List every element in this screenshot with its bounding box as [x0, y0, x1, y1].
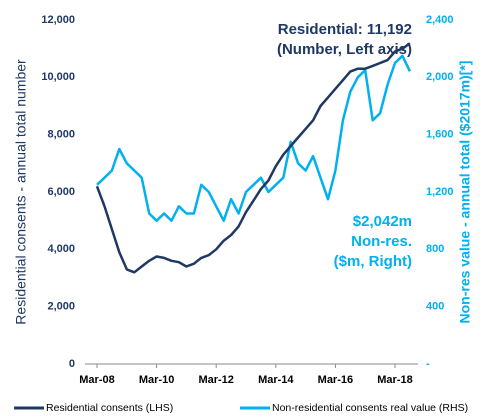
y2-tick-label: 400	[426, 301, 444, 313]
annotation: Non-res.	[351, 233, 412, 250]
y2-tick-label: -	[426, 358, 430, 370]
annotation: ($m, Right)	[334, 253, 412, 270]
y2-tick-label: 2,000	[426, 71, 454, 83]
x-tick-label: Mar-10	[139, 374, 174, 386]
y-axis-title: Residential consents - annual total numb…	[13, 59, 29, 325]
annotation: $2,042m	[353, 213, 412, 230]
y-tick-label: 10,000	[41, 71, 75, 83]
y-tick-label: 4,000	[47, 243, 75, 255]
legend-label: Non-residential consents real value (RHS…	[272, 402, 468, 414]
annotation: Residential: 11,192	[278, 21, 412, 38]
x-tick-label: Mar-16	[318, 374, 353, 386]
x-tick-label: Mar-12	[198, 374, 233, 386]
y2-tick-label: 1,600	[426, 129, 454, 141]
y-tick-label: 6,000	[47, 186, 75, 198]
y2-tick-label: 2,400	[426, 14, 454, 26]
line-series	[96, 54, 412, 222]
y-tick-label: 2,000	[47, 301, 75, 313]
y2-axis-title: Non-res value - annual total ($2017m)[*]	[457, 61, 473, 324]
x-tick-label: Mar-18	[377, 374, 412, 386]
y-tick-label: 0	[69, 358, 75, 370]
legend-label: Residential consents (LHS)	[46, 402, 173, 414]
x-tick-label: Mar-14	[258, 374, 294, 386]
y2-tick-label: 800	[426, 243, 444, 255]
x-tick-label: Mar-08	[79, 374, 114, 386]
y-tick-label: 8,000	[47, 129, 75, 141]
y-tick-label: 12,000	[41, 14, 75, 26]
annotation: (Number, Left axis)	[277, 41, 412, 58]
line-series	[95, 42, 411, 274]
y2-tick-label: 1,200	[426, 186, 454, 198]
